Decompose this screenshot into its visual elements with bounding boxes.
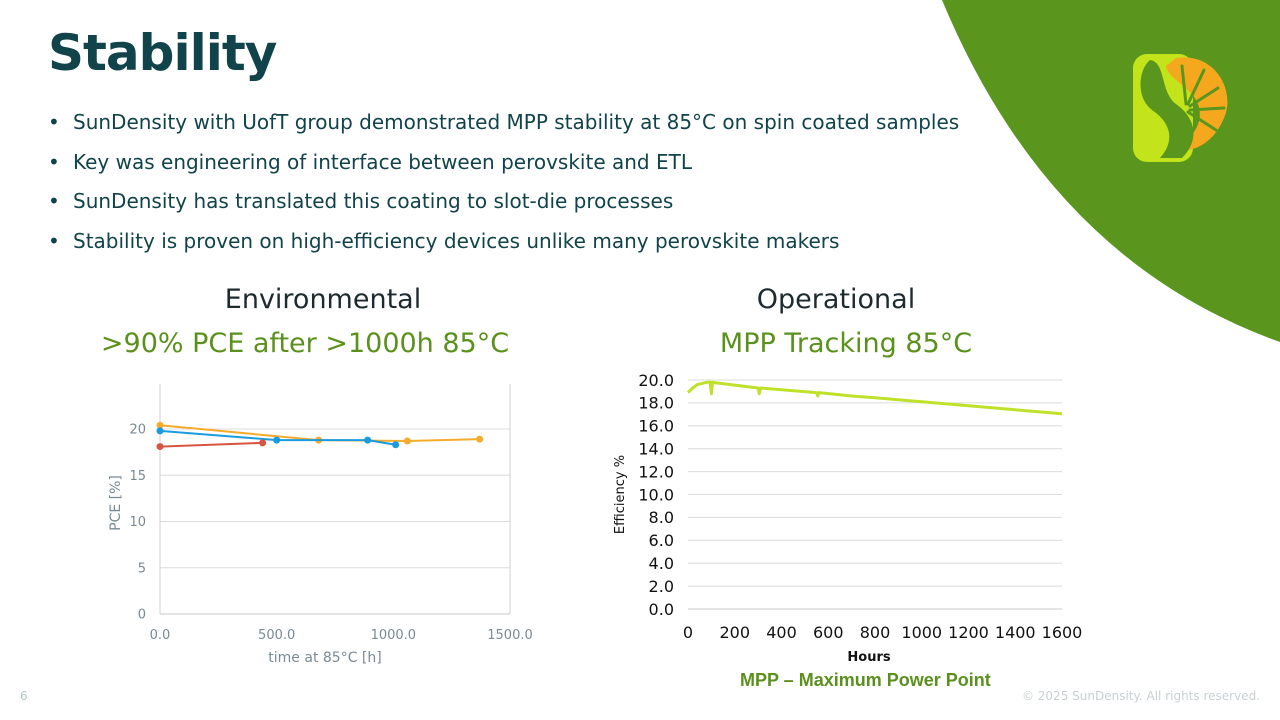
x-tick-label: 500.0 — [258, 628, 295, 643]
bullet-text: SunDensity with UofT group demonstrated … — [73, 110, 960, 134]
x-tick-label: 0.0 — [150, 628, 171, 643]
y-axis-title: Efficiency % — [613, 455, 628, 534]
y-tick-label: 15 — [129, 469, 146, 484]
data-point-blue — [273, 436, 281, 444]
operational-heading: Operational — [756, 284, 916, 315]
series-line-red — [159, 441, 263, 448]
mpp-definition: MPP – Maximum Power Point — [740, 670, 991, 690]
y-tick-label: 0.0 — [649, 600, 674, 619]
x-tick-label: 1000.0 — [371, 628, 417, 643]
slide-title: Stability — [48, 24, 277, 82]
bullet-marker: • — [48, 189, 60, 213]
x-tick-label: 1000 — [901, 623, 942, 642]
y-tick-label: 0 — [138, 608, 146, 623]
series-line-mpp-efficiency — [686, 380, 1063, 416]
data-point-blue — [156, 427, 164, 435]
x-tick-label: 800 — [860, 623, 891, 642]
data-point-orange — [156, 421, 164, 429]
y-tick-label: 18.0 — [638, 394, 674, 413]
y-tick-label: 20 — [129, 423, 146, 438]
data-point-red — [259, 439, 267, 447]
y-tick-label: 12.0 — [638, 462, 674, 481]
data-point-red — [156, 443, 164, 451]
data-point-blue — [364, 436, 372, 444]
y-tick-label: 4.0 — [649, 554, 674, 573]
bullet-text: Key was engineering of interface between… — [73, 149, 692, 174]
x-tick-label: 1200 — [948, 623, 989, 642]
x-tick-label: 200 — [719, 623, 750, 642]
copyright-notice: © 2025 SunDensity. All rights reserved. — [1021, 689, 1260, 703]
y-tick-label: 5 — [138, 561, 146, 576]
data-point-orange — [403, 437, 411, 445]
bullet-marker: • — [48, 149, 60, 174]
operational-subheading: MPP Tracking 85°C — [719, 328, 973, 359]
y-tick-label: 2.0 — [649, 577, 674, 596]
bullet-text: SunDensity has translated this coating t… — [73, 189, 674, 213]
x-tick-label: 1400 — [995, 623, 1036, 642]
x-axis-title: Hours — [847, 650, 890, 665]
page-number: 6 — [20, 689, 28, 703]
y-axis-title: PCE [%] — [108, 475, 124, 531]
environmental-subheading: >90% PCE after >1000h 85°C — [100, 328, 510, 359]
y-tick-label: 16.0 — [638, 417, 674, 436]
bullet-text: Stability is proven on high-efficiency d… — [73, 228, 840, 253]
bullet-item: • SunDensity has translated this coating … — [48, 187, 959, 227]
environmental-heading: Environmental — [224, 284, 422, 315]
data-point-orange — [476, 435, 484, 443]
y-tick-label: 10.0 — [638, 485, 674, 504]
x-tick-label: 0 — [683, 623, 693, 642]
y-tick-label: 14.0 — [638, 439, 674, 458]
y-tick-label: 20.0 — [638, 371, 674, 390]
data-point-blue — [392, 441, 400, 449]
sundensity-logo — [1133, 54, 1228, 162]
bullet-item: • Stability is proven on high-efficiency … — [48, 227, 959, 267]
series-line-blue — [159, 429, 396, 446]
bullet-item: • SunDensity with UofT group demonstrated… — [48, 108, 959, 148]
bullet-item: • Key was engineering of interface betwee… — [48, 148, 959, 188]
x-tick-label: 1600 — [1042, 623, 1083, 642]
y-tick-label: 10 — [129, 515, 146, 530]
bullet-marker: • — [48, 110, 60, 134]
x-axis-title: time at 85°C [h] — [268, 650, 381, 666]
bullet-list: • SunDensity with UofT group demonstrated… — [48, 108, 959, 266]
y-tick-label: 8.0 — [649, 508, 674, 527]
x-tick-label: 400 — [766, 623, 797, 642]
y-tick-label: 6.0 — [649, 531, 674, 550]
x-tick-label: 600 — [813, 623, 844, 642]
bullet-marker: • — [48, 228, 60, 253]
x-tick-label: 1500.0 — [487, 628, 533, 643]
